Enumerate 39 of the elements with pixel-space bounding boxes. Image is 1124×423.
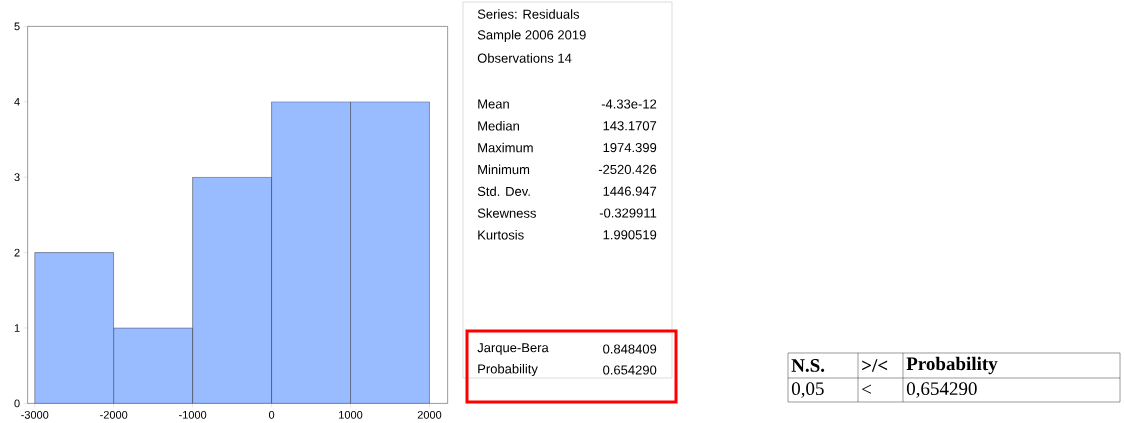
- x-tick-label: 1000: [339, 410, 363, 419]
- y-tick-label: 3: [14, 173, 20, 182]
- text: -0.329911: [599, 208, 657, 218]
- text: Skewness: [477, 208, 536, 218]
- text: 143.1707: [603, 121, 657, 131]
- text: -2520.426: [598, 164, 657, 174]
- text: -4.33e-12: [601, 99, 657, 109]
- text: 1974.399: [603, 142, 657, 153]
- text: 1446.947: [603, 186, 657, 196]
- text: N.S.: [791, 359, 825, 372]
- x-tick-label: -2000: [100, 410, 128, 419]
- text: Kurtosis: [478, 230, 524, 240]
- text: Jarque-Bera: [477, 343, 549, 355]
- text: 0,05: [791, 382, 824, 398]
- text: Maximum: [478, 142, 533, 153]
- x-tick-label: -3000: [21, 410, 49, 419]
- y-tick-label: 5: [14, 22, 20, 31]
- text: Series: Residuals: [477, 9, 580, 19]
- text: Probability: [478, 363, 538, 377]
- text: >/<: [862, 359, 888, 372]
- y-tick-label: 2: [14, 248, 20, 257]
- y-tick-label: 0: [14, 399, 20, 408]
- text: Observations 14: [477, 53, 572, 63]
- y-tick-label: 1: [14, 324, 20, 332]
- text: Sample 2006 2019: [477, 29, 586, 43]
- text: 0.654290: [603, 365, 657, 375]
- text: Probability: [906, 356, 998, 375]
- text: Minimum: [478, 164, 530, 175]
- x-tick-label: 0: [268, 410, 275, 419]
- text: <: [862, 384, 871, 394]
- text: 0.848409: [603, 344, 657, 354]
- text: Median: [478, 121, 519, 131]
- x-tick-label: -1000: [179, 410, 207, 419]
- text: Mean: [478, 99, 509, 109]
- x-tick-label: 2000: [417, 410, 442, 419]
- text: Std. Dev.: [477, 186, 530, 196]
- text: 0,654290: [906, 382, 977, 398]
- y-tick-label: 4: [14, 98, 20, 106]
- text: 1.990519: [603, 230, 657, 240]
